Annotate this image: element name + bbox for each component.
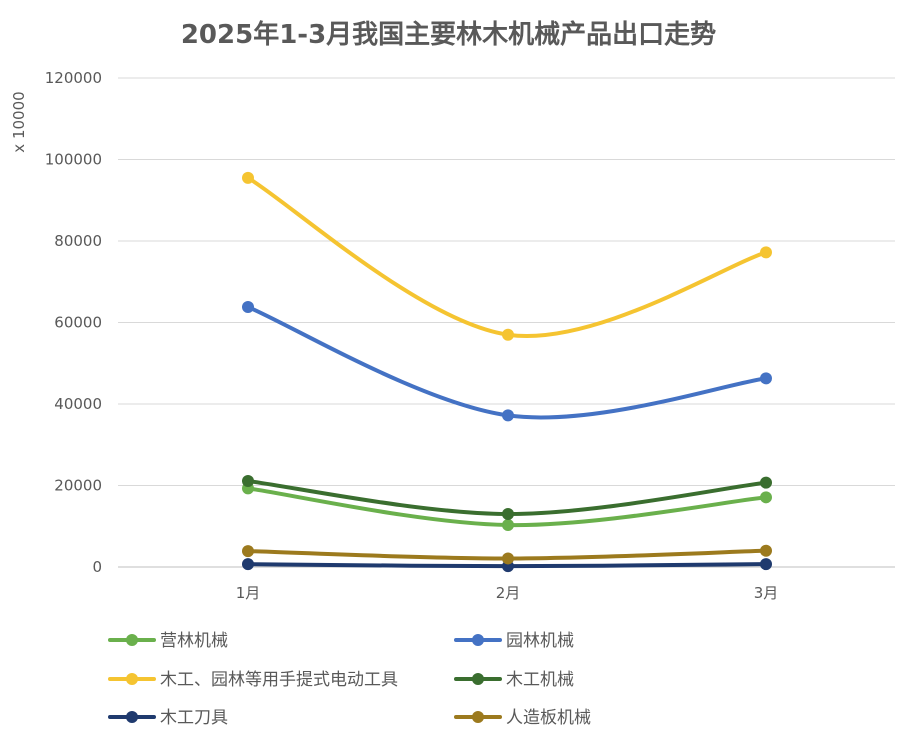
legend-marker (126, 711, 138, 723)
data-point (242, 171, 254, 184)
legend-marker (472, 673, 484, 685)
data-point (760, 476, 772, 489)
data-point (242, 475, 254, 488)
series-lines (242, 171, 772, 573)
series-line (246, 175, 768, 338)
data-point (760, 372, 772, 385)
legend-item: 木工、园林等用手提式电动工具 (108, 670, 398, 690)
y-tick-label: 60000 (54, 314, 102, 332)
data-point (502, 409, 514, 422)
series-3 (242, 475, 772, 521)
series-5 (242, 544, 772, 565)
legend-item: 营林机械 (108, 631, 228, 651)
axes: 0 20000 40000 60000 80000 100000 120000 x 10000… (10, 69, 778, 602)
legend-label: 木工刀具 (160, 708, 228, 728)
chart-title: 2025年1-3月我国主要林木机械产品出口走势 (180, 20, 717, 50)
data-point (242, 558, 254, 571)
series-1 (242, 301, 772, 422)
y-tick-label: 120000 (45, 69, 102, 87)
y-tick-label: 0 (92, 558, 102, 576)
legend-marker (126, 634, 138, 646)
x-tick-label: 2月 (496, 584, 521, 602)
data-point (760, 558, 772, 571)
data-point (760, 491, 772, 504)
series-4 (242, 558, 772, 573)
legend-item: 木工刀具 (108, 708, 228, 728)
x-tick-label: 1月 (236, 584, 261, 602)
data-point (502, 519, 514, 532)
data-point (502, 552, 514, 565)
series-2 (242, 171, 772, 341)
legend-item: 人造板机械 (454, 708, 591, 728)
legend-label: 木工、园林等用手提式电动工具 (160, 670, 398, 690)
x-tick-label: 3月 (754, 584, 779, 602)
y-axis-title: x 10000 (10, 91, 28, 152)
legend-marker (472, 634, 484, 646)
legend-label: 营林机械 (160, 631, 228, 651)
legend-marker (126, 673, 138, 685)
data-point (760, 544, 772, 557)
data-point (502, 328, 514, 341)
y-tick-label: 100000 (45, 151, 102, 169)
legend-marker (472, 711, 484, 723)
legend-item: 园林机械 (454, 631, 574, 651)
data-point (242, 301, 254, 314)
data-point (242, 545, 254, 558)
y-tick-label: 20000 (54, 477, 102, 495)
legend-label: 人造板机械 (506, 708, 591, 728)
data-point (760, 246, 772, 259)
legend-item: 木工机械 (454, 670, 574, 690)
legend-label: 木工机械 (506, 670, 574, 690)
legend-label: 园林机械 (506, 631, 574, 651)
y-tick-label: 40000 (54, 395, 102, 413)
data-point (502, 508, 514, 521)
gridlines (118, 77, 895, 568)
y-tick-label: 80000 (54, 232, 102, 250)
series-0 (242, 482, 772, 532)
series-line (246, 305, 768, 420)
